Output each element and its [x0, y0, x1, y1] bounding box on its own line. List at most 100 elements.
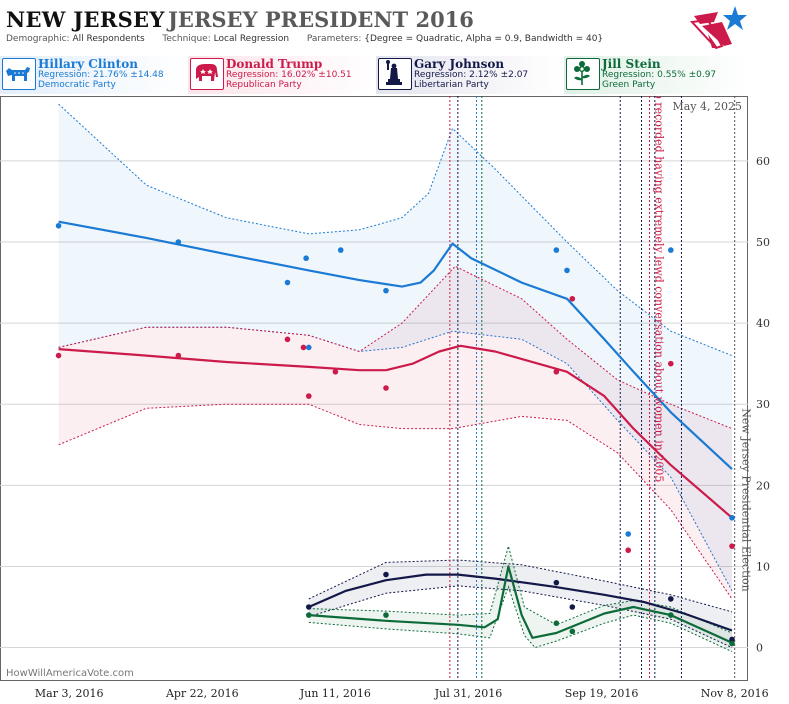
trend-line — [308, 565, 733, 644]
upper-bound-line — [308, 559, 733, 613]
poll-point — [175, 239, 182, 245]
trend-line — [58, 220, 733, 470]
candidate-regression: Regression: 21.76% ±14.48 — [38, 70, 164, 80]
poll-point — [625, 531, 632, 537]
site-logo-icon[interactable] — [688, 4, 750, 50]
x-tick-label: Jul 31, 2016 — [434, 687, 503, 700]
poll-point — [729, 636, 735, 643]
liberty-statue-icon — [378, 58, 412, 90]
technique-value: Local Regression — [213, 34, 290, 44]
event-annotation: Trump recorded having extremely lewd con… — [653, 96, 666, 482]
poll-point — [300, 344, 307, 351]
regression-chart: 0 10 20 30 40 50 60 Mar 3, 2016 Apr 22, 2016 Jun … — [0, 96, 770, 700]
poll-point — [729, 543, 735, 549]
poll-point — [668, 596, 674, 602]
poll-point — [383, 385, 389, 391]
technique-label: Technique: — [162, 34, 211, 44]
flower-icon — [566, 58, 600, 90]
poll-point — [305, 604, 312, 610]
poll-point — [175, 352, 182, 359]
x-tick-label: Sep 19, 2016 — [565, 687, 639, 700]
poll-point — [305, 612, 312, 618]
race-title: JERSEY PRESIDENT 2016 — [168, 7, 474, 32]
poll-point — [305, 393, 312, 399]
poll-point — [332, 368, 339, 375]
candidate-name: Jill Stein — [602, 57, 661, 71]
candidate-name: Hillary Clinton — [38, 57, 138, 71]
poll-point — [729, 514, 735, 521]
candidate-regression: Regression: 16.02% ±10.51 — [226, 70, 352, 80]
x-tick-label: Nov 8, 2016 — [701, 687, 769, 700]
footer-credit: HowWillAmericaVote.com — [6, 668, 134, 679]
poll-point — [305, 344, 312, 351]
legend-item-clinton[interactable]: Hillary Clinton Regression: 21.76% ±14.4… — [0, 56, 186, 94]
poll-point — [625, 547, 632, 554]
poll-point — [383, 612, 389, 618]
poll-point — [383, 287, 389, 294]
poll-point — [383, 571, 389, 578]
elephant-icon — [190, 58, 224, 90]
upper-bound-line — [58, 265, 733, 430]
legend-item-johnson[interactable]: Gary Johnson Regression: 2.12% ±2.07 Lib… — [376, 56, 562, 94]
x-tick-label: Apr 22, 2016 — [165, 687, 239, 700]
poll-point — [553, 247, 560, 253]
poll-point — [729, 640, 735, 647]
poll-point — [569, 295, 576, 302]
y-tick-label: 40 — [756, 317, 770, 330]
candidate-party: Democratic Party — [38, 80, 116, 90]
candidate-regression: Regression: 2.12% ±2.07 — [414, 70, 529, 80]
y-tick-label: 10 — [756, 560, 770, 573]
poll-point — [668, 612, 674, 618]
poll-point — [569, 628, 576, 635]
event-annotation: New Jersey Presidential Election — [740, 408, 753, 591]
poll-point — [284, 336, 291, 343]
state-title: NEW JERSEY — [6, 7, 165, 32]
x-tick-label: Mar 3, 2016 — [35, 687, 104, 700]
candidate-name: Gary Johnson — [414, 57, 505, 71]
lower-bound-line — [58, 403, 733, 600]
donkey-icon — [2, 58, 36, 90]
confidence-band — [58, 266, 733, 599]
parameters-label: Parameters: — [306, 34, 362, 44]
demographic-label: Demographic: — [6, 34, 70, 44]
candidate-party: Green Party — [602, 80, 656, 90]
poll-point — [553, 368, 560, 375]
poll-point — [337, 247, 344, 253]
y-tick-label: 0 — [756, 642, 763, 655]
parameters-line: Demographic: All Respondents Technique: … — [6, 34, 603, 44]
poll-point — [668, 360, 674, 367]
poll-point — [668, 247, 674, 253]
y-tick-label: 20 — [756, 479, 770, 492]
demographic-value: All Respondents — [72, 34, 145, 44]
confidence-band — [58, 104, 733, 591]
candidate-regression: Regression: 0.55% ±0.97 — [602, 70, 717, 80]
confidence-band — [308, 560, 732, 648]
poll-point — [569, 604, 576, 610]
x-tick-label: Jun 11, 2016 — [299, 687, 371, 700]
poll-point — [553, 620, 560, 627]
poll-point — [55, 222, 62, 229]
candidate-party: Republican Party — [226, 80, 302, 90]
confidence-band — [308, 546, 732, 652]
candidate-name: Donald Trump — [226, 57, 323, 71]
candidate-legend: Hillary Clinton Regression: 21.76% ±14.4… — [0, 56, 789, 96]
poll-point — [564, 267, 570, 274]
trend-line — [58, 344, 733, 519]
parameters-value: {Degree = Quadratic, Alpha = 0.9, Bandwi… — [364, 34, 604, 44]
trend-line — [308, 573, 733, 632]
candidate-party: Libertarian Party — [414, 80, 489, 90]
poll-point — [55, 352, 62, 359]
poll-point — [553, 579, 560, 586]
legend-item-trump[interactable]: Donald Trump Regression: 16.02% ±10.51 R… — [188, 56, 374, 94]
lower-bound-line — [308, 585, 733, 653]
legend-item-stein[interactable]: Jill Stein Regression: 0.55% ±0.97 Green… — [564, 56, 750, 94]
poll-point — [284, 279, 291, 286]
date-stamp: May 4, 2025 — [672, 100, 742, 113]
header: NEW JERSEY JERSEY PRESIDENT 2016 Demogra… — [0, 0, 789, 56]
y-tick-label: 50 — [756, 236, 770, 249]
upper-bound-line — [58, 103, 733, 357]
poll-point — [303, 255, 309, 262]
lower-bound-line — [308, 585, 733, 649]
y-tick-label: 60 — [756, 155, 770, 168]
y-tick-label: 30 — [756, 398, 770, 411]
